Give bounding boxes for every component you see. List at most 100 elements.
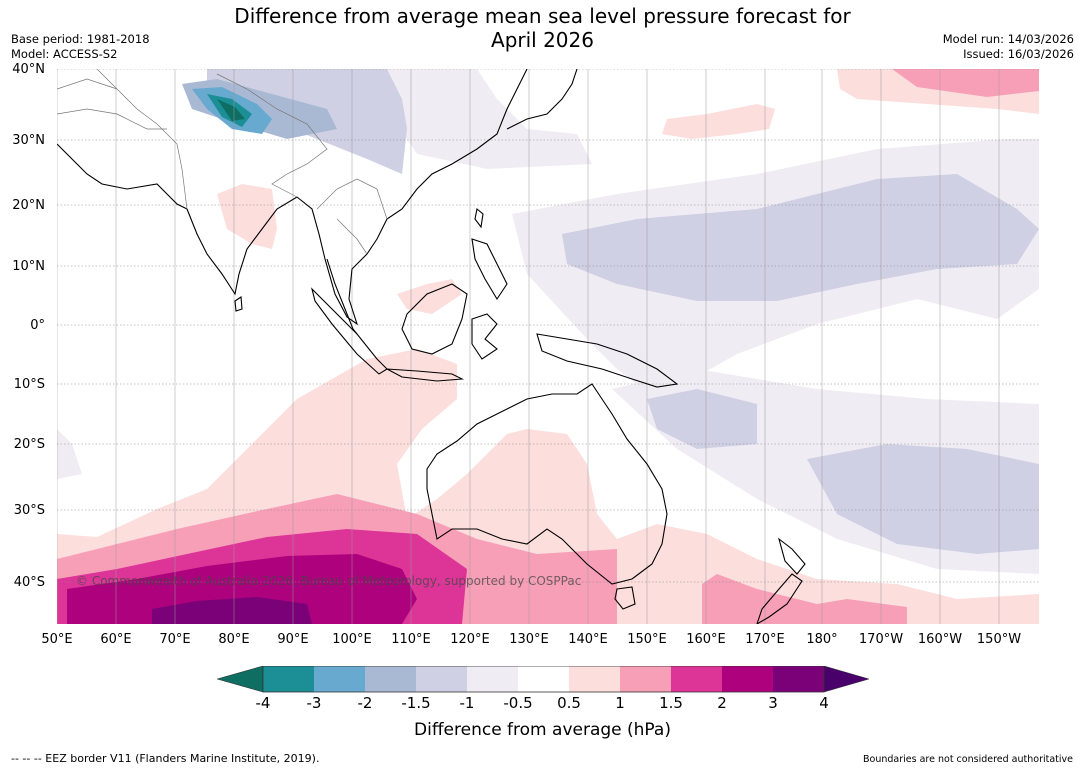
anomaly-shading <box>57 69 1039 624</box>
colorbar-segment <box>722 666 773 692</box>
anomaly-region-plus-0.5-borneo <box>397 279 462 314</box>
colorbar-tick: -0.5 <box>503 694 533 712</box>
coastline-sri-lanka <box>234 296 243 312</box>
anomaly-region-minus-1-pacific <box>562 174 1039 301</box>
anomaly-region-minus-0.5 <box>387 69 592 169</box>
coastline-india <box>186 196 298 296</box>
colorbar-segment <box>416 666 467 692</box>
colorbar-tick: 3 <box>768 694 778 712</box>
lon-label: 150°W <box>976 632 1022 647</box>
lat-label: 40°S <box>13 575 45 590</box>
boundaries-disclaimer: Boundaries are not considered authoritat… <box>863 754 1073 765</box>
lon-label: 180° <box>806 632 838 647</box>
colorbar-segment <box>620 666 671 692</box>
coastlines <box>57 69 806 624</box>
lat-label: 10°N <box>12 259 45 274</box>
anomaly-region-plus-3 <box>152 597 312 624</box>
meridians <box>57 69 1000 624</box>
colorbar-tick: 4 <box>819 694 829 712</box>
lon-label: 110°E <box>391 632 431 647</box>
colorbar-segment <box>263 666 314 692</box>
colorbar-segment <box>467 666 518 692</box>
model-name: Model: ACCESS-S2 <box>11 47 118 61</box>
anomaly-region-minus-1-south <box>647 389 757 449</box>
lat-label: 0° <box>30 318 45 333</box>
lat-label: 20°N <box>12 198 45 213</box>
lat-label: 40°N <box>12 62 45 77</box>
colorbar-label: Difference from average (hPa) <box>414 720 671 740</box>
issued-date: Issued: 16/03/2026 <box>963 47 1074 61</box>
lon-label: 140°E <box>568 632 608 647</box>
coastline-australia <box>426 383 668 585</box>
lon-label: 70°E <box>159 632 191 647</box>
lon-label: 120°E <box>450 632 490 647</box>
base-period: Base period: 1981-2018 <box>11 32 150 46</box>
colorbar-tick: -1.5 <box>401 694 431 712</box>
colorbar-segment <box>569 666 620 692</box>
eez-footnote: -- -- -- EEZ border V11 (Flanders Marine… <box>11 752 320 765</box>
colorbar-segment <box>314 666 365 692</box>
colorbar-extend-min <box>217 666 264 693</box>
lon-label: 150°E <box>627 632 667 647</box>
lat-label: 30°N <box>12 133 45 148</box>
colorbar-tick: 2 <box>717 694 727 712</box>
colorbar-tick: -3 <box>306 694 322 712</box>
lon-label: 170°E <box>745 632 785 647</box>
chart-title: Difference from average mean sea level p… <box>0 4 1085 52</box>
anomaly-region-plus-1-nz <box>702 574 907 624</box>
title-line-1: Difference from average mean sea level p… <box>234 4 851 28</box>
anomaly-region-plus-1-north <box>892 69 1039 97</box>
model-run: Model run: 14/03/2026 <box>942 32 1074 46</box>
lat-label: 30°S <box>13 503 45 518</box>
colorbar-tick: -2 <box>357 694 373 712</box>
lon-label: 80°E <box>218 632 250 647</box>
lon-label: 130°E <box>509 632 549 647</box>
meta-right: Model run: 14/03/2026 Issued: 16/03/2026 <box>943 32 1074 62</box>
anomaly-region-minus-1-south-east <box>807 444 1039 554</box>
meta-left: Base period: 1981-2018 Model: ACCESS-S2 <box>11 32 150 62</box>
coastline-new-zealand-south <box>756 573 803 624</box>
colorbar-segment <box>365 666 416 692</box>
lon-label: 170°W <box>858 632 904 647</box>
graticule <box>57 69 1039 583</box>
anomaly-region-plus-0.5-japan <box>662 104 775 139</box>
lat-label: 10°S <box>13 377 45 392</box>
colorbar-tick: 1 <box>615 694 625 712</box>
colorbar <box>217 666 869 693</box>
pressure-anomaly-map <box>57 69 1039 624</box>
lon-label: 50°E <box>41 632 73 647</box>
coastline-java <box>386 368 465 382</box>
coastline-sumatra <box>310 287 388 375</box>
lon-label: 60°E <box>100 632 132 647</box>
country-borders <box>57 69 388 255</box>
copyright-notice: © Commonwealth of Australia 2026, Bureau… <box>76 574 582 588</box>
anomaly-region-plus-0.5-india <box>217 184 277 249</box>
colorbar-segment <box>671 666 722 692</box>
coastline-sulawesi <box>471 313 498 360</box>
coastline-arabia-persia <box>57 143 188 210</box>
anomaly-region-minus-0.5-west <box>57 429 82 479</box>
colorbar-tick: -4 <box>255 694 271 712</box>
colorbar-segment <box>773 666 824 692</box>
coastline-new-zealand-north <box>778 537 806 575</box>
coastline-new-guinea <box>536 333 679 388</box>
coastline-se-asia <box>296 69 528 326</box>
coastline-tasmania <box>614 586 636 610</box>
coastline-taiwan <box>474 207 484 229</box>
lon-label: 90°E <box>277 632 309 647</box>
colorbar-segment <box>518 666 569 692</box>
colorbar-extend-max <box>823 666 869 693</box>
colorbar-tick: -1 <box>459 694 475 712</box>
coastline-borneo <box>401 283 468 355</box>
anomaly-region-minus-4 <box>217 99 245 121</box>
lat-label: 20°S <box>13 437 45 452</box>
coastline-philippines <box>471 238 508 301</box>
lon-label: 100°E <box>332 632 372 647</box>
coastline-japan <box>506 69 578 130</box>
colorbar-tick: 0.5 <box>557 694 581 712</box>
colorbar-tick: 1.5 <box>659 694 683 712</box>
lon-label: 160°W <box>917 632 963 647</box>
title-line-2: April 2026 <box>491 28 594 52</box>
anomaly-region-plus-2 <box>67 554 417 624</box>
lon-label: 160°E <box>686 632 726 647</box>
